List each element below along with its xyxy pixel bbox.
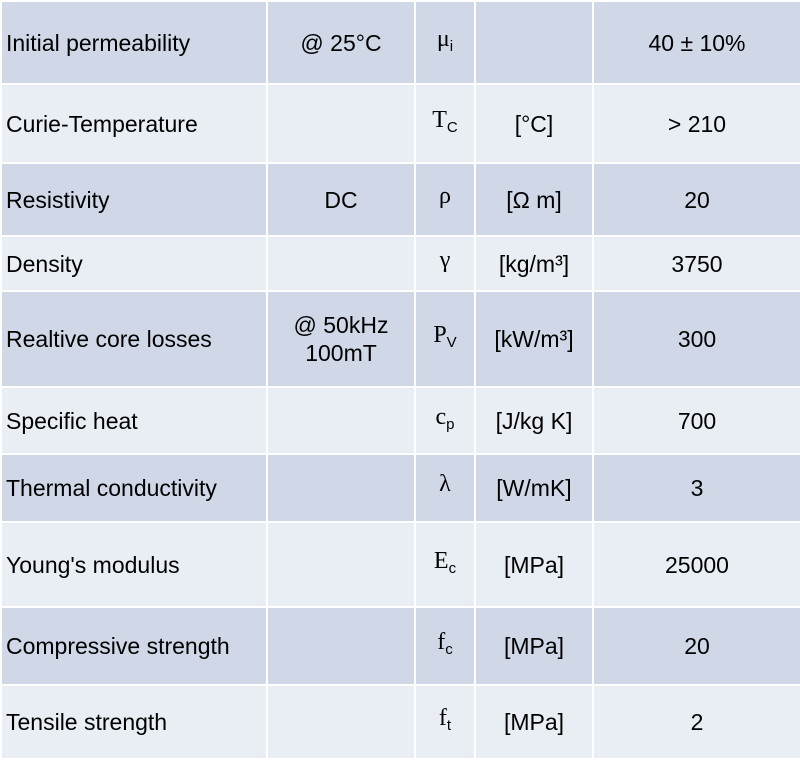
unit-cell: [MPa] — [474, 521, 594, 608]
condition-cell — [266, 684, 416, 760]
condition-cell — [266, 386, 416, 455]
symbol-subscript: t — [446, 717, 452, 734]
symbol-subscript: C — [446, 118, 458, 136]
property-cell: Initial permeability — [0, 0, 268, 85]
value-cell: 20 — [592, 162, 800, 237]
symbol-cell: ft — [414, 684, 476, 760]
property-cell: Realtive core losses — [0, 290, 268, 388]
table-row: Compressive strength fc [MPa] 20 — [0, 606, 800, 686]
unit-cell: [W/mK] — [474, 453, 594, 523]
condition-cell: @ 25°C — [266, 0, 416, 85]
symbol-subscript: c — [448, 559, 457, 577]
table-row: Realtive core losses @ 50kHz 100mT PV [k… — [0, 290, 800, 388]
symbol-subscript: c — [445, 641, 453, 658]
symbol-subscript: p — [446, 415, 455, 433]
symbol-base: γ — [439, 246, 451, 273]
table-row: Density γ [kg/m³] 3750 — [0, 235, 800, 292]
value-cell: 300 — [592, 290, 800, 388]
table-row: Resistivity DC ρ [Ω m] 20 — [0, 162, 800, 237]
symbol-cell: TC — [414, 83, 476, 164]
symbol-base: c — [435, 403, 447, 430]
symbol-base: λ — [439, 471, 451, 497]
value-cell: 3750 — [592, 235, 800, 292]
property-cell: Resistivity — [0, 162, 268, 237]
unit-cell: [Ω m] — [474, 162, 594, 237]
condition-cell: DC — [266, 162, 416, 237]
property-cell: Curie-Temperature — [0, 83, 268, 164]
symbol-cell: γ — [414, 235, 476, 292]
condition-cell — [266, 453, 416, 523]
unit-cell — [474, 0, 594, 85]
condition-cell — [266, 83, 416, 164]
condition-cell — [266, 235, 416, 292]
table-row: Young's modulus Ec [MPa] 25000 — [0, 521, 800, 608]
symbol-cell: fc — [414, 606, 476, 686]
property-cell: Compressive strength — [0, 606, 268, 686]
unit-cell: [MPa] — [474, 684, 594, 760]
condition-cell — [266, 606, 416, 686]
unit-cell: [J/kg K] — [474, 386, 594, 455]
unit-cell: [kg/m³] — [474, 235, 594, 292]
property-cell: Young's modulus — [0, 521, 268, 608]
property-cell: Thermal conductivity — [0, 453, 268, 523]
value-cell: 700 — [592, 386, 800, 455]
value-cell: > 210 — [592, 83, 800, 164]
value-cell: 20 — [592, 606, 800, 686]
symbol-base: P — [433, 322, 447, 348]
unit-cell: [kW/m³] — [474, 290, 594, 388]
symbol-base: ρ — [439, 182, 451, 209]
condition-cell: @ 50kHz 100mT — [266, 290, 416, 388]
unit-cell: [°C] — [474, 83, 594, 164]
symbol-cell: λ — [414, 453, 476, 523]
value-cell: 25000 — [592, 521, 800, 608]
unit-cell: [MPa] — [474, 606, 594, 686]
symbol-cell: cp — [414, 386, 476, 455]
symbol-base: f — [437, 629, 446, 655]
table-row: Tensile strength ft [MPa] 2 — [0, 684, 800, 760]
symbol-cell: Ec — [414, 521, 476, 608]
value-cell: 40 ± 10% — [592, 0, 800, 85]
property-cell: Specific heat — [0, 386, 268, 455]
symbol-base: T — [432, 106, 447, 133]
table-row: Initial permeability @ 25°C μi 40 ± 10% — [0, 0, 800, 85]
symbol-cell: PV — [414, 290, 476, 388]
property-cell: Tensile strength — [0, 684, 268, 760]
symbol-subscript: V — [446, 334, 457, 351]
symbol-base: f — [438, 705, 447, 731]
table-row: Specific heat cp [J/kg K] 700 — [0, 386, 800, 455]
table-row: Curie-Temperature TC [°C] > 210 — [0, 83, 800, 164]
symbol-base: E — [433, 547, 449, 574]
symbol-base: μ — [436, 25, 450, 52]
condition-cell — [266, 521, 416, 608]
table-row: Thermal conductivity λ [W/mK] 3 — [0, 453, 800, 523]
value-cell: 3 — [592, 453, 800, 523]
property-cell: Density — [0, 235, 268, 292]
symbol-subscript: i — [449, 37, 454, 55]
value-cell: 2 — [592, 684, 800, 760]
symbol-cell: ρ — [414, 162, 476, 237]
symbol-cell: μi — [414, 0, 476, 85]
